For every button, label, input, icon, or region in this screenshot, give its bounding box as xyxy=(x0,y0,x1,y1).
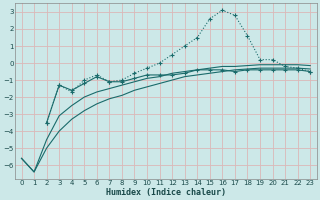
X-axis label: Humidex (Indice chaleur): Humidex (Indice chaleur) xyxy=(106,188,226,197)
